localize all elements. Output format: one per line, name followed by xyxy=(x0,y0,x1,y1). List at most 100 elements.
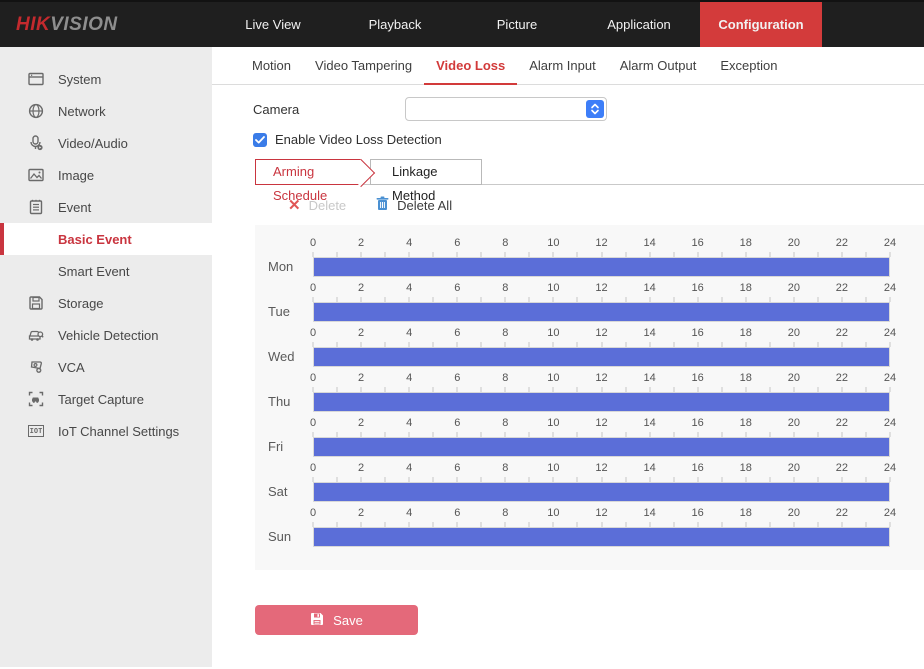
hour-tick-label: 0 xyxy=(310,282,316,294)
schedule-track[interactable] xyxy=(313,347,890,367)
timeline[interactable]: 024681012141618202224 xyxy=(313,417,890,462)
hour-tick-label: 20 xyxy=(788,507,800,519)
schedule-track[interactable] xyxy=(313,437,890,457)
schedule-track[interactable] xyxy=(313,302,890,322)
schedule-track[interactable] xyxy=(313,392,890,412)
save-button[interactable]: Save xyxy=(255,605,418,635)
hour-tick-label: 4 xyxy=(406,462,412,474)
sidebar-item-event[interactable]: Event xyxy=(0,191,212,223)
hour-tick-label: 14 xyxy=(643,327,655,339)
tab-alarm-output[interactable]: Alarm Output xyxy=(608,47,709,85)
hour-tick-label: 2 xyxy=(358,372,364,384)
hour-tick-label: 14 xyxy=(643,237,655,249)
hour-tick-label: 16 xyxy=(692,282,704,294)
hour-tick-label: 8 xyxy=(502,372,508,384)
storage-icon xyxy=(28,295,44,311)
hour-axis: 024681012141618202224 xyxy=(313,237,890,251)
hour-tick-label: 2 xyxy=(358,462,364,474)
sidebar-item-network[interactable]: Network xyxy=(0,95,212,127)
save-icon xyxy=(310,612,324,629)
tab-video-tampering[interactable]: Video Tampering xyxy=(303,47,424,85)
sidebar-item-label: Video/Audio xyxy=(58,136,128,151)
trash-icon xyxy=(376,196,389,214)
hour-tick-label: 4 xyxy=(406,372,412,384)
enable-detection-row: Enable Video Loss Detection xyxy=(253,132,442,147)
hour-tick-label: 12 xyxy=(595,237,607,249)
hour-tick-label: 24 xyxy=(884,417,896,429)
armed-period-bar[interactable] xyxy=(314,393,889,411)
schedule-track[interactable] xyxy=(313,257,890,277)
arming-schedule-panel: Mon024681012141618202224Tue0246810121416… xyxy=(255,225,924,570)
hour-tick-label: 18 xyxy=(740,507,752,519)
system-icon xyxy=(28,71,44,87)
armed-period-bar[interactable] xyxy=(314,483,889,501)
sidebar-item-target-capture[interactable]: Target Capture xyxy=(0,383,212,415)
day-label: Wed xyxy=(255,347,313,372)
main-nav: Live ViewPlaybackPictureApplicationConfi… xyxy=(212,2,822,47)
tab-video-loss[interactable]: Video Loss xyxy=(424,47,517,85)
sidebar-item-storage[interactable]: Storage xyxy=(0,287,212,319)
nav-application[interactable]: Application xyxy=(578,2,700,47)
hour-tick-label: 20 xyxy=(788,462,800,474)
tab-exception[interactable]: Exception xyxy=(708,47,789,85)
hour-tick-label: 0 xyxy=(310,462,316,474)
hour-tick-label: 20 xyxy=(788,327,800,339)
top-navigation-bar: HIKVISION Live ViewPlaybackPictureApplic… xyxy=(0,0,924,47)
timeline[interactable]: 024681012141618202224 xyxy=(313,327,890,372)
hour-tick-label: 6 xyxy=(454,327,460,339)
armed-period-bar[interactable] xyxy=(314,348,889,366)
hour-tick-label: 22 xyxy=(836,237,848,249)
sidebar-item-smart-event[interactable]: Smart Event xyxy=(0,255,212,287)
sidebar-item-vehicle-detection[interactable]: Vehicle Detection xyxy=(0,319,212,351)
target-capture-icon xyxy=(28,391,44,407)
sidebar-item-system[interactable]: System xyxy=(0,63,212,95)
hour-tick-label: 10 xyxy=(547,282,559,294)
timeline[interactable]: 024681012141618202224 xyxy=(313,372,890,417)
hour-tick-label: 20 xyxy=(788,282,800,294)
select-stepper-icon[interactable] xyxy=(586,100,604,118)
hour-axis: 024681012141618202224 xyxy=(313,507,890,521)
hour-tick-label: 16 xyxy=(692,372,704,384)
enable-detection-checkbox[interactable] xyxy=(253,133,267,147)
armed-period-bar[interactable] xyxy=(314,258,889,276)
hikvision-logo: HIKVISION xyxy=(0,2,212,47)
hour-tick-label: 4 xyxy=(406,237,412,249)
schedule-row-mon: Mon024681012141618202224 xyxy=(255,237,924,282)
hour-tick-label: 20 xyxy=(788,417,800,429)
sidebar-item-label: Storage xyxy=(58,296,104,311)
nav-configuration[interactable]: Configuration xyxy=(700,2,822,47)
hour-tick-label: 2 xyxy=(358,417,364,429)
tab-alarm-input[interactable]: Alarm Input xyxy=(517,47,607,85)
tab-arming-schedule[interactable]: Arming Schedule xyxy=(255,159,361,185)
hour-tick-label: 22 xyxy=(836,282,848,294)
nav-picture[interactable]: Picture xyxy=(456,2,578,47)
hour-tick-label: 16 xyxy=(692,462,704,474)
hour-tick-label: 4 xyxy=(406,327,412,339)
tab-linkage-method[interactable]: Linkage Method xyxy=(370,159,482,185)
sidebar-item-basic-event[interactable]: Basic Event xyxy=(0,223,212,255)
schedule-row-sat: Sat024681012141618202224 xyxy=(255,462,924,507)
armed-period-bar[interactable] xyxy=(314,303,889,321)
sidebar: System Network Video/Audio ImageEventBasic … xyxy=(0,47,212,667)
sidebar-item-video-audio[interactable]: Video/Audio xyxy=(0,127,212,159)
schedule-track[interactable] xyxy=(313,482,890,502)
hour-tick-label: 8 xyxy=(502,327,508,339)
tab-motion[interactable]: Motion xyxy=(240,47,303,85)
sidebar-item-image[interactable]: Image xyxy=(0,159,212,191)
camera-select[interactable] xyxy=(405,97,607,121)
sidebar-item-label: System xyxy=(58,72,101,87)
schedule-track[interactable] xyxy=(313,527,890,547)
nav-live-view[interactable]: Live View xyxy=(212,2,334,47)
hour-tick-label: 6 xyxy=(454,417,460,429)
timeline[interactable]: 024681012141618202224 xyxy=(313,237,890,282)
schedule-row-sun: Sun024681012141618202224 xyxy=(255,507,924,552)
nav-playback[interactable]: Playback xyxy=(334,2,456,47)
timeline[interactable]: 024681012141618202224 xyxy=(313,507,890,552)
armed-period-bar[interactable] xyxy=(314,528,889,546)
sidebar-item-iot-channel-settings[interactable]: IOTIoT Channel Settings xyxy=(0,415,212,447)
timeline[interactable]: 024681012141618202224 xyxy=(313,462,890,507)
hour-tick-label: 22 xyxy=(836,417,848,429)
sidebar-item-vca[interactable]: VCA xyxy=(0,351,212,383)
armed-period-bar[interactable] xyxy=(314,438,889,456)
timeline[interactable]: 024681012141618202224 xyxy=(313,282,890,327)
